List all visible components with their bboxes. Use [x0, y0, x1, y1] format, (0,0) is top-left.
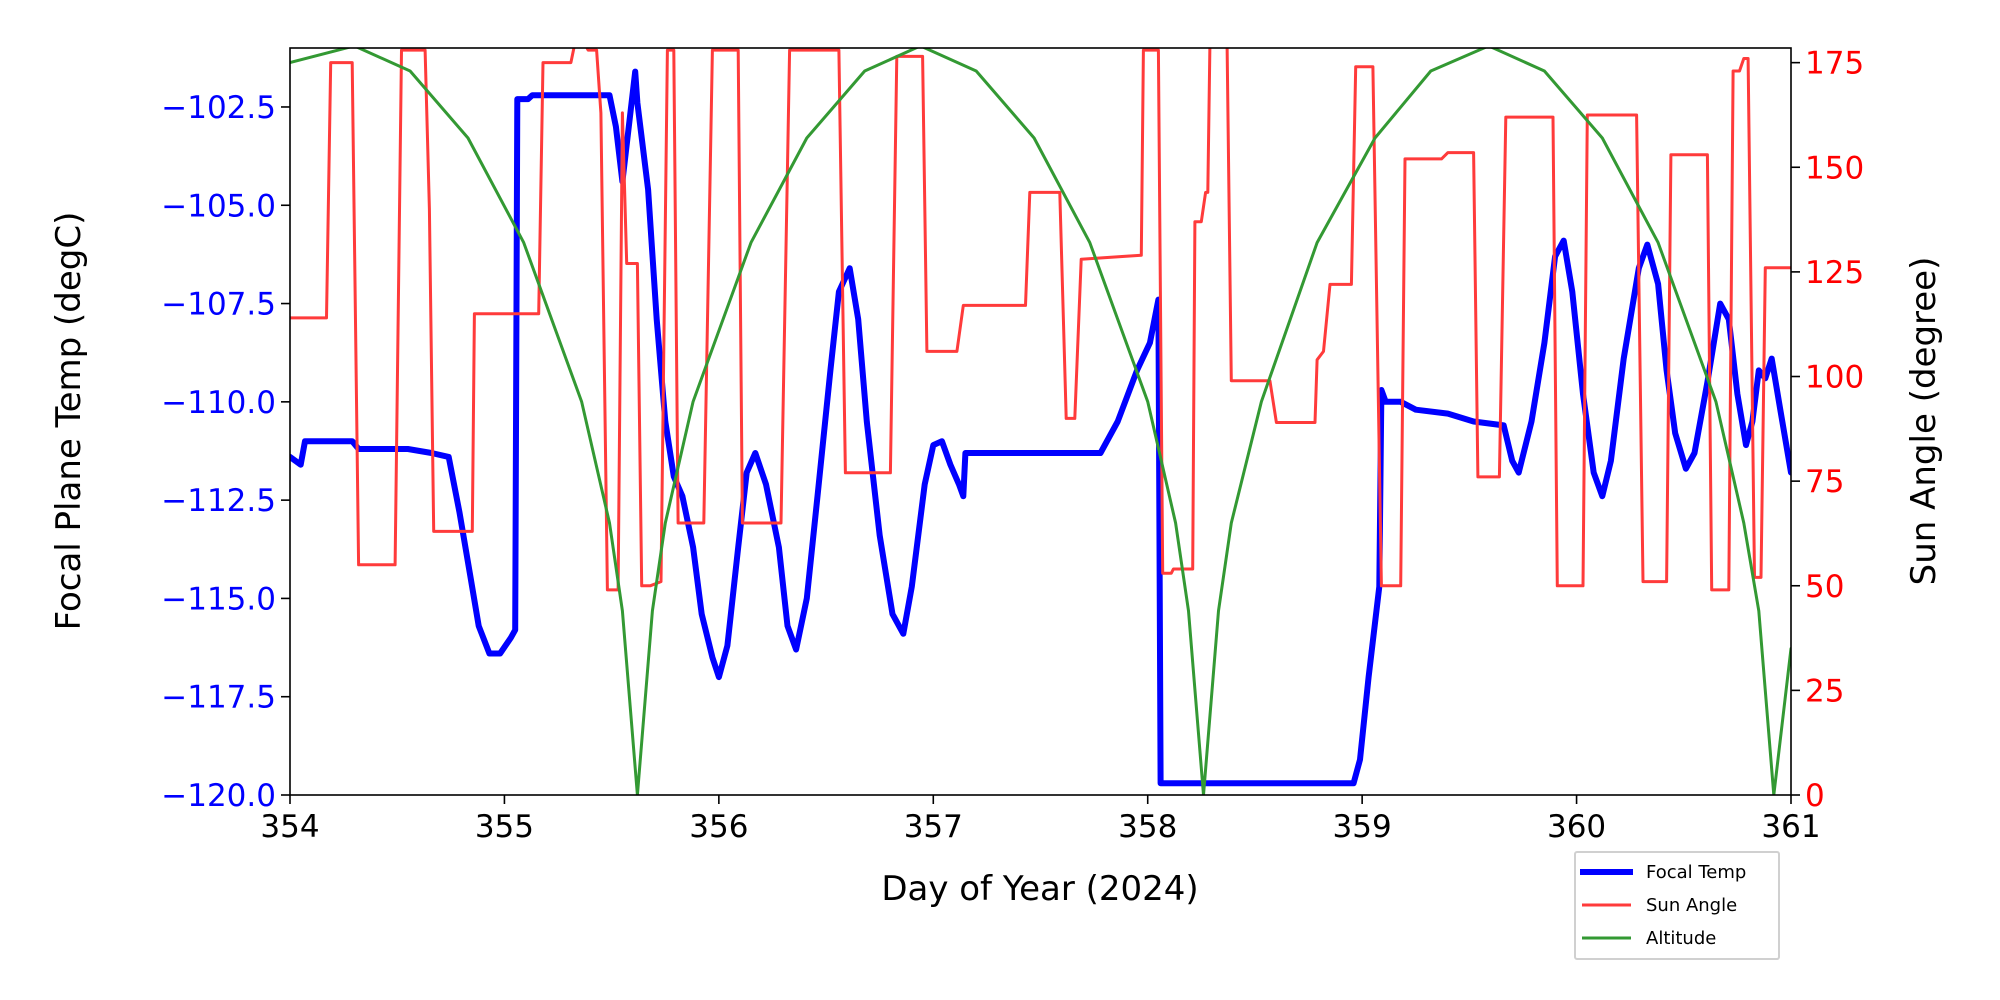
- right-y-axis-label: Sun Angle (degree): [1904, 257, 1944, 586]
- x-tick-label: 355: [475, 809, 534, 845]
- right-y-tick-label: 75: [1805, 464, 1844, 500]
- plot-frame: [289, 47, 1792, 796]
- altitude-line: [290, 48, 1791, 795]
- legend: Focal Temp Sun Angle Altitude: [1574, 851, 1780, 960]
- x-tick-label: 361: [1761, 809, 1820, 845]
- right-y-tick-label: 100: [1805, 360, 1864, 396]
- legend-box: [1574, 851, 1780, 960]
- right-y-tick-label: 175: [1805, 46, 1864, 82]
- x-axis-label: Day of Year (2024): [881, 869, 1198, 909]
- legend-label-altitude: Altitude: [1646, 928, 1716, 949]
- legend-label-sun-angle: Sun Angle: [1646, 895, 1737, 916]
- right-y-tick-label: 0: [1805, 778, 1825, 814]
- left-y-tick-label: −107.5: [161, 287, 276, 323]
- x-tick-label: 359: [1333, 809, 1392, 845]
- x-tick-label: 360: [1547, 809, 1606, 845]
- right-y-tick-label: 25: [1805, 673, 1844, 709]
- left-y-tick-label: −115.0: [161, 581, 276, 617]
- right-y-tick-label: 50: [1805, 569, 1844, 605]
- left-y-tick-label: −105.0: [161, 188, 276, 224]
- left-y-tick-label: −120.0: [161, 778, 276, 814]
- right-y-tick-label: 125: [1805, 255, 1864, 291]
- x-tick-label: 354: [260, 809, 319, 845]
- legend-label-focal-temp: Focal Temp: [1646, 862, 1746, 883]
- focal-temp-line: [290, 68, 1791, 787]
- left-y-axis-label: Focal Plane Temp (degC): [49, 212, 89, 631]
- x-tick-label: 357: [904, 809, 963, 845]
- left-y-tick-label: −117.5: [161, 680, 276, 716]
- right-y-tick-label: 150: [1805, 150, 1864, 186]
- x-tick-label: 356: [689, 809, 748, 845]
- left-y-tick-label: −110.0: [161, 385, 276, 421]
- left-y-tick-label: −112.5: [161, 483, 276, 519]
- x-tick-label: 358: [1118, 809, 1177, 845]
- left-y-tick-label: −102.5: [161, 90, 276, 126]
